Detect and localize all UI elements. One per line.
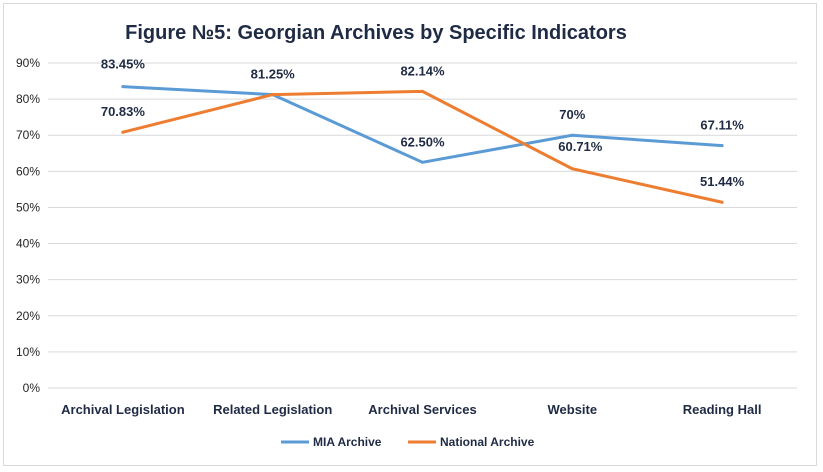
data-label: 51.44% <box>700 174 745 189</box>
chart-title: Figure №5: Georgian Archives by Specific… <box>125 22 627 44</box>
data-label: 60.71% <box>558 139 603 154</box>
y-tick-label: 0% <box>23 381 41 395</box>
data-label: 67.11% <box>700 118 744 133</box>
data-label: 70% <box>559 107 585 122</box>
data-point <box>570 167 574 171</box>
x-tick-label: Archival Services <box>368 402 476 417</box>
data-point <box>421 89 424 93</box>
data-label: 82.14% <box>400 63 445 78</box>
data-point <box>271 93 275 97</box>
y-tick-label: 80% <box>16 92 40 106</box>
data-point <box>421 160 424 164</box>
y-tick-label: 90% <box>16 56 40 70</box>
x-tick-label: Website <box>547 402 597 417</box>
data-point <box>720 144 724 148</box>
y-tick-label: 60% <box>16 164 40 178</box>
data-point <box>720 200 724 204</box>
y-tick-label: 40% <box>16 237 40 251</box>
data-point <box>570 133 574 137</box>
legend-entry: National Archive <box>440 435 535 449</box>
x-tick-label: Related Legislation <box>213 402 332 417</box>
data-label: 81.25% <box>251 67 296 82</box>
y-tick-label: 30% <box>16 273 40 287</box>
y-tick-label: 10% <box>16 345 40 359</box>
chart-frame <box>3 3 817 466</box>
data-point <box>121 85 125 89</box>
data-label: 83.45% <box>101 57 146 72</box>
x-tick-label: Reading Hall <box>683 402 762 417</box>
x-tick-label: Archival Legislation <box>61 402 185 417</box>
y-tick-label: 70% <box>16 128 40 142</box>
data-label: 70.83% <box>101 104 146 119</box>
legend-entry: MIA Archive <box>313 435 382 449</box>
y-tick-label: 20% <box>16 309 40 323</box>
data-point <box>121 130 125 134</box>
series-line-mia-archive <box>121 85 724 164</box>
y-tick-label: 50% <box>16 200 40 214</box>
data-label: 62.50% <box>400 134 445 149</box>
